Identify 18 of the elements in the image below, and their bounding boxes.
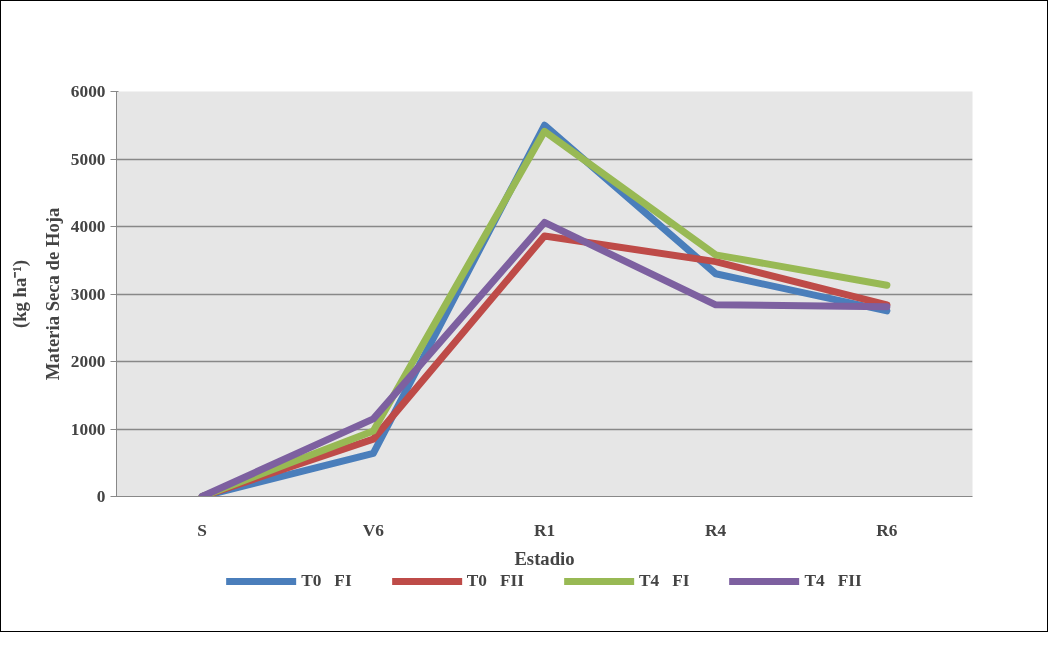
legend-label: T0 FI	[301, 571, 352, 591]
y-tick-label: 6000	[70, 82, 106, 101]
y-axis-title: Materia Seca de Hoja (kg ha⁻¹)	[8, 207, 63, 381]
legend-label: T4 FII	[804, 571, 862, 591]
legend-label: T4 FI	[639, 571, 690, 591]
y-tick-label: 4000	[70, 217, 106, 236]
legend-label: T0 FII	[466, 571, 524, 591]
y-tick-label: 2000	[70, 352, 106, 371]
x-tick-label: S	[197, 520, 207, 540]
x-tick-label: V6	[362, 520, 385, 540]
x-axis-title: Estadio	[514, 547, 575, 569]
y-tick-label: 5000	[70, 149, 106, 169]
x-tick-label: R1	[533, 520, 556, 540]
y-tick-label: 3000	[70, 284, 106, 304]
x-tick-label: R6	[876, 520, 898, 540]
x-tick-label: R4	[705, 520, 727, 540]
y-tick-label: 0	[96, 487, 106, 506]
y-tick-label: 1000	[70, 419, 106, 439]
